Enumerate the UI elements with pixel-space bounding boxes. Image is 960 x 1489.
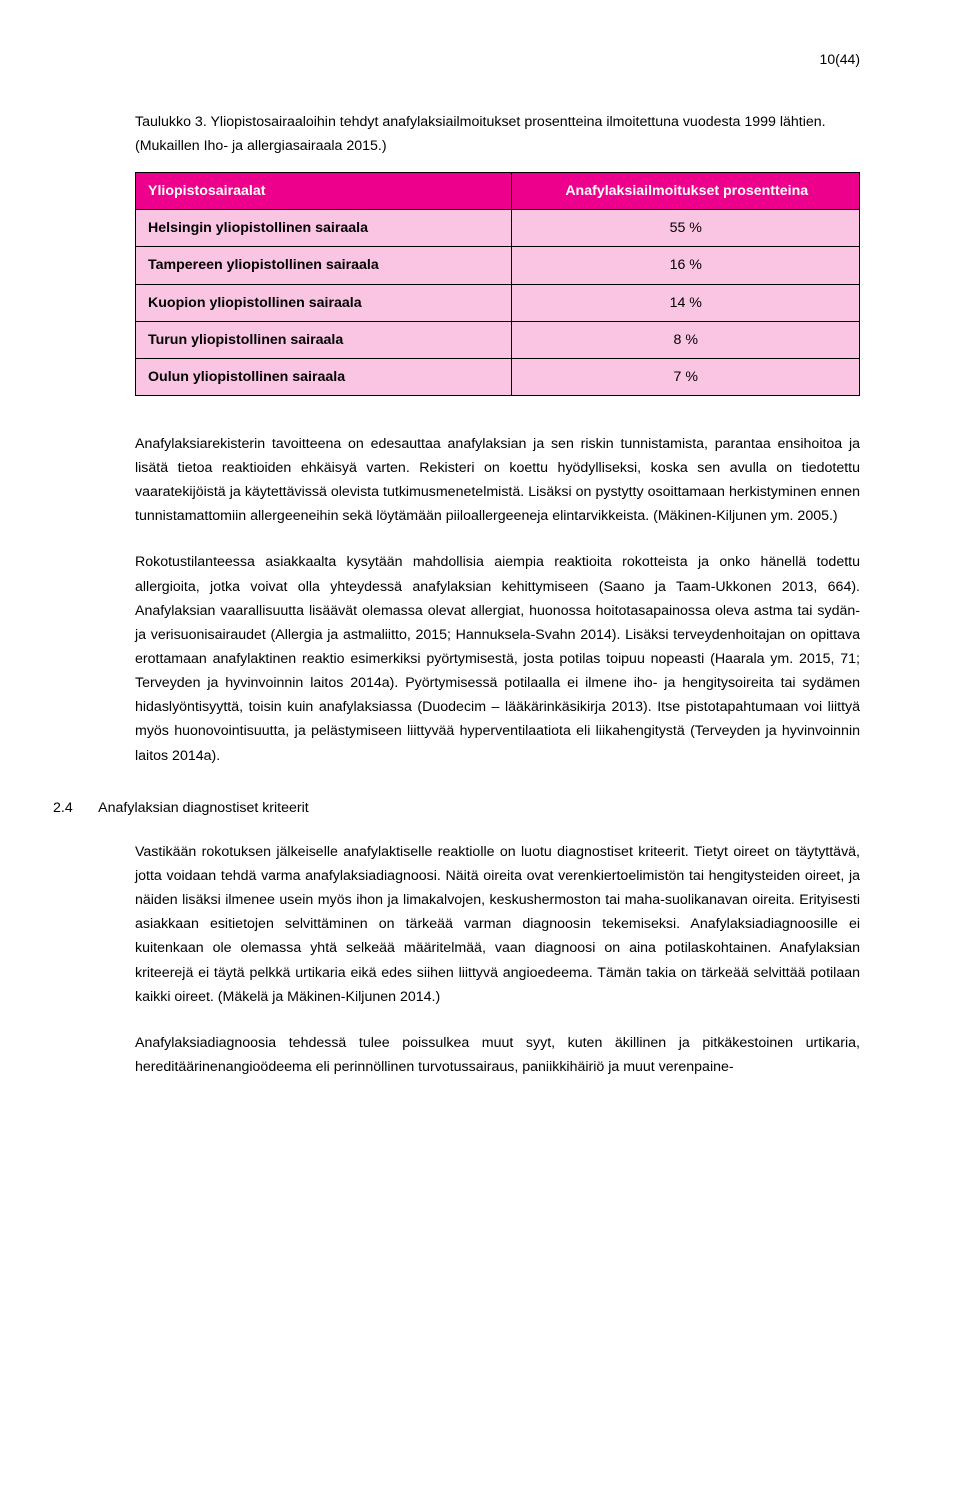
- table-header-right: Anafylaksiailmoitukset prosentteina: [512, 173, 860, 210]
- paragraph-2: Rokotustilanteessa asiakkaalta kysytään …: [135, 550, 860, 767]
- section-number: 2.4: [53, 796, 95, 820]
- table-row: Oulun yliopistollinen sairaala7 %: [136, 358, 860, 395]
- table-cell-label: Turun yliopistollinen sairaala: [136, 321, 512, 358]
- table-cell-value: 14 %: [512, 284, 860, 321]
- table-row: Tampereen yliopistollinen sairaala16 %: [136, 247, 860, 284]
- hospital-table: Yliopistosairaalat Anafylaksiailmoitukse…: [135, 172, 860, 396]
- table-cell-value: 8 %: [512, 321, 860, 358]
- paragraph-4: Anafylaksiadiagnoosia tehdessä tulee poi…: [135, 1031, 860, 1079]
- table-cell-value: 55 %: [512, 210, 860, 247]
- table-header-left: Yliopistosairaalat: [136, 173, 512, 210]
- page-number: 10(44): [135, 48, 860, 72]
- table-row: Kuopion yliopistollinen sairaala14 %: [136, 284, 860, 321]
- table-row: Helsingin yliopistollinen sairaala55 %: [136, 210, 860, 247]
- table-cell-label: Oulun yliopistollinen sairaala: [136, 358, 512, 395]
- section-heading: 2.4 Anafylaksian diagnostiset kriteerit: [53, 796, 860, 820]
- table-cell-value: 7 %: [512, 358, 860, 395]
- paragraph-3: Vastikään rokotuksen jälkeiselle anafyla…: [135, 840, 860, 1009]
- table-cell-label: Tampereen yliopistollinen sairaala: [136, 247, 512, 284]
- table-cell-value: 16 %: [512, 247, 860, 284]
- table-cell-label: Helsingin yliopistollinen sairaala: [136, 210, 512, 247]
- section-title-text: Anafylaksian diagnostiset kriteerit: [98, 800, 309, 816]
- table-caption: Taulukko 3. Yliopistosairaaloihin tehdyt…: [135, 110, 860, 158]
- paragraph-1: Anafylaksiarekisterin tavoitteena on ede…: [135, 432, 860, 529]
- table-row: Turun yliopistollinen sairaala8 %: [136, 321, 860, 358]
- table-cell-label: Kuopion yliopistollinen sairaala: [136, 284, 512, 321]
